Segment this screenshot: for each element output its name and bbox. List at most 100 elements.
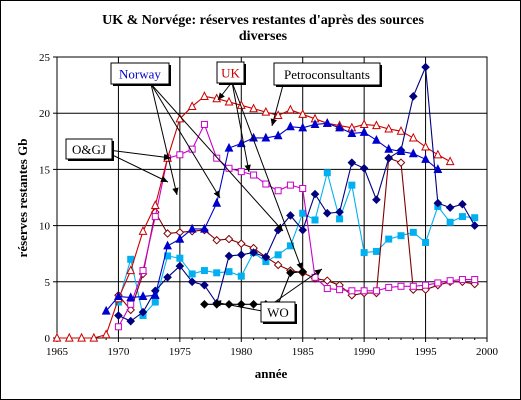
data-point bbox=[101, 329, 111, 339]
data-point bbox=[237, 168, 245, 176]
data-point bbox=[408, 92, 418, 101]
callout-arrow bbox=[231, 81, 303, 271]
data-point bbox=[200, 299, 209, 309]
series-line bbox=[204, 271, 303, 305]
data-point bbox=[139, 267, 147, 275]
x-tick-label: 1970 bbox=[107, 346, 130, 358]
data-point bbox=[458, 276, 466, 284]
data-point bbox=[249, 299, 258, 309]
data-point bbox=[286, 181, 294, 189]
x-tick-label: 1985 bbox=[292, 346, 315, 358]
data-point bbox=[236, 239, 246, 248]
data-point bbox=[126, 316, 136, 326]
data-point bbox=[77, 332, 86, 342]
callout-label-og-j-text: O&GJ bbox=[72, 142, 106, 157]
data-point bbox=[372, 287, 380, 295]
data-point bbox=[187, 101, 197, 111]
data-point bbox=[445, 203, 455, 212]
data-point bbox=[458, 199, 467, 209]
y-tick-label: 10 bbox=[39, 221, 51, 233]
data-point bbox=[446, 218, 454, 226]
callout-arrow bbox=[150, 83, 284, 232]
data-point bbox=[101, 305, 111, 315]
data-point bbox=[323, 285, 331, 293]
data-point bbox=[372, 195, 381, 205]
data-point bbox=[408, 132, 418, 142]
y-tick-label: 5 bbox=[45, 277, 51, 289]
data-point bbox=[359, 127, 369, 136]
plot-area-border bbox=[56, 56, 488, 339]
data-point bbox=[187, 223, 197, 233]
data-point bbox=[151, 298, 159, 306]
callout-label-uk bbox=[216, 61, 245, 84]
callout-arrowhead bbox=[214, 300, 222, 307]
data-point bbox=[422, 238, 430, 246]
data-point bbox=[397, 282, 405, 290]
data-point bbox=[298, 122, 308, 132]
callout-label-petroconsultants bbox=[273, 62, 381, 86]
series-uk bbox=[52, 91, 455, 342]
data-point bbox=[299, 185, 307, 193]
callout-layer: Norway UK Petroconsultants O&GJ WO bbox=[65, 61, 382, 324]
data-point bbox=[163, 240, 172, 250]
data-point bbox=[322, 208, 332, 218]
data-point bbox=[274, 187, 282, 195]
data-point bbox=[359, 163, 369, 173]
data-point bbox=[176, 151, 184, 159]
x-tick-label: 1980 bbox=[230, 346, 253, 358]
callout-label-petroconsultants-text: Petroconsultants bbox=[284, 67, 370, 82]
callout-arrowhead bbox=[163, 153, 171, 161]
data-point bbox=[310, 189, 320, 199]
data-point bbox=[249, 248, 258, 257]
callout-label-uk-text: UK bbox=[221, 66, 240, 81]
data-point bbox=[64, 332, 74, 342]
data-point bbox=[175, 233, 185, 243]
data-point bbox=[114, 323, 122, 331]
callout-arrowhead bbox=[270, 118, 277, 126]
data-point bbox=[286, 268, 295, 278]
data-point bbox=[224, 234, 234, 244]
y-tick-label: 20 bbox=[39, 108, 51, 120]
data-point bbox=[421, 154, 430, 163]
data-point bbox=[114, 291, 123, 301]
data-point bbox=[212, 197, 222, 207]
data-point bbox=[151, 213, 159, 221]
data-point bbox=[433, 198, 443, 208]
series-layer bbox=[52, 62, 480, 342]
callout-arrowhead bbox=[244, 164, 251, 172]
data-point bbox=[274, 251, 282, 259]
data-point bbox=[396, 158, 406, 167]
data-point bbox=[138, 307, 148, 317]
data-point bbox=[237, 272, 245, 280]
y-axis-label: réserves restantes Gb bbox=[15, 139, 30, 258]
data-point bbox=[359, 119, 369, 129]
data-point bbox=[298, 109, 308, 118]
callout-arrowhead bbox=[160, 176, 168, 182]
data-point bbox=[176, 254, 184, 262]
data-point bbox=[52, 332, 62, 342]
x-tick-label: 1995 bbox=[415, 346, 438, 358]
data-point bbox=[311, 216, 319, 224]
data-point bbox=[150, 200, 160, 209]
data-point bbox=[299, 209, 307, 217]
data-point bbox=[336, 215, 344, 223]
series-line bbox=[118, 66, 476, 322]
callout-arrow bbox=[231, 81, 250, 173]
data-point bbox=[409, 282, 417, 290]
y-tick-label: 0 bbox=[45, 333, 51, 345]
data-point bbox=[348, 287, 356, 295]
data-point bbox=[114, 311, 123, 320]
data-point bbox=[470, 221, 480, 230]
data-point bbox=[126, 292, 136, 302]
data-point bbox=[224, 142, 234, 152]
data-point bbox=[236, 100, 246, 109]
data-point bbox=[458, 213, 466, 221]
callout-label-og-j bbox=[65, 138, 113, 160]
data-point bbox=[273, 260, 283, 270]
data-point bbox=[434, 279, 442, 287]
x-tick-label: 1990 bbox=[353, 346, 376, 358]
data-point bbox=[224, 251, 234, 261]
series-line bbox=[117, 170, 475, 317]
data-point bbox=[236, 299, 246, 309]
callout-arrowhead bbox=[218, 92, 225, 100]
